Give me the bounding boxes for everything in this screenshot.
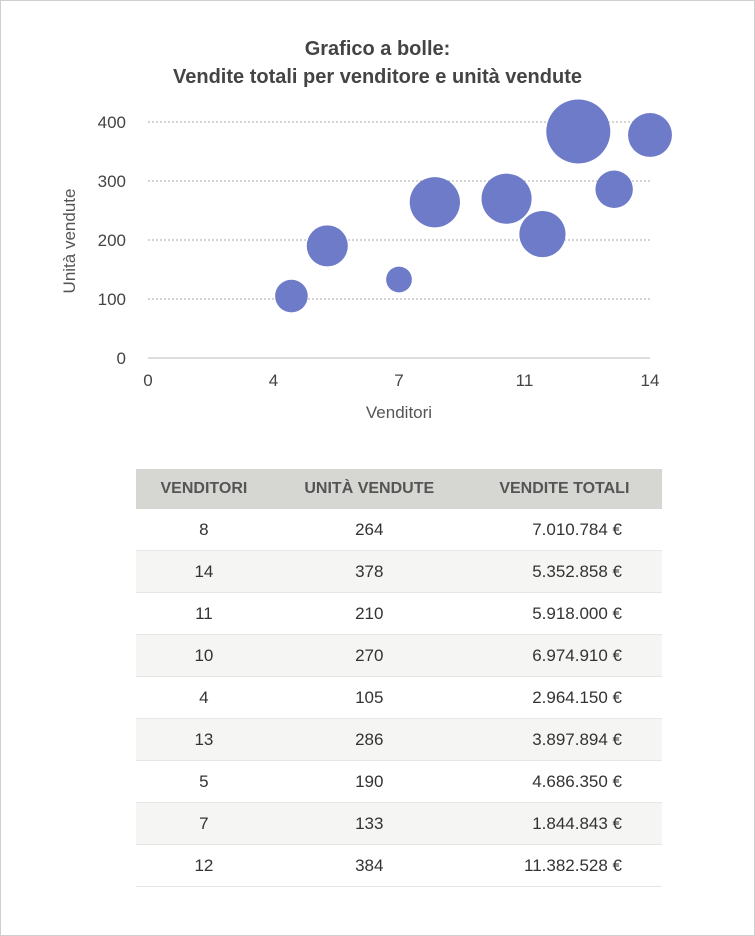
y-tick-label: 100 <box>98 290 126 309</box>
cell-unita-vendute: 190 <box>271 760 467 803</box>
header-unita-vendute: UNITÀ VENDUTE <box>271 469 467 509</box>
cell-vendite-totali: 5.352.858 € <box>466 550 662 593</box>
cell-vendite-totali: 7.010.784 € <box>466 509 662 551</box>
cell-unita-vendute: 133 <box>271 802 467 845</box>
bubble <box>386 266 412 293</box>
cell-vendite-totali: 5.918.000 € <box>466 592 662 635</box>
bubble <box>519 211 566 258</box>
chart-title-line-1: Grafico a bolle: <box>304 38 451 60</box>
table-row: 5 190 4.686.350 € <box>136 760 662 803</box>
y-tick-label: 400 <box>98 113 126 132</box>
table-row: 4 105 2.964.150 € <box>136 676 662 719</box>
bubble-chart: 0 100 200 300 400 0 4 7 11 14 Venditori Unità vendu… <box>60 99 672 422</box>
cell-venditori: 11 <box>136 592 272 635</box>
table-row: 7 133 1.844.843 € <box>136 802 662 845</box>
x-tick-label: 0 <box>143 371 152 390</box>
table-row: 14 378 5.352.858 € <box>136 550 662 593</box>
bubble <box>546 99 611 164</box>
data-table: VENDITORI UNITÀ VENDUTE VENDITE TOTALI 8… <box>136 469 662 887</box>
y-axis-label: Unità vendute <box>60 189 79 294</box>
table-row: 8 264 7.010.784 € <box>136 509 662 551</box>
chart-title-line-2: Vendite totali per venditore e unità ven… <box>173 66 582 88</box>
x-tick-label: 4 <box>269 371 278 390</box>
table-row: 13 286 3.897.894 € <box>136 718 662 761</box>
bubble <box>595 170 633 208</box>
bubble <box>409 177 460 228</box>
x-tick-label: 7 <box>394 371 403 390</box>
cell-unita-vendute: 378 <box>271 550 467 593</box>
cell-vendite-totali: 1.844.843 € <box>466 802 662 845</box>
table-row: 12 384 11.382.528 € <box>136 844 662 887</box>
cell-venditori: 10 <box>136 634 272 677</box>
bubble <box>481 173 532 224</box>
y-tick-label: 0 <box>117 349 126 368</box>
cell-unita-vendute: 270 <box>271 634 467 677</box>
chart-title: Grafico a bolle: Vendite totali per vend… <box>1 35 754 91</box>
header-venditori: VENDITORI <box>136 469 272 509</box>
cell-vendite-totali: 6.974.910 € <box>466 634 662 677</box>
x-axis-label: Venditori <box>366 403 432 422</box>
table-row: 10 270 6.974.910 € <box>136 634 662 677</box>
cell-venditori: 12 <box>136 844 272 887</box>
cell-venditori: 14 <box>136 550 272 593</box>
cell-venditori: 7 <box>136 802 272 845</box>
x-tick-label: 14 <box>641 371 660 390</box>
cell-venditori: 5 <box>136 760 272 803</box>
y-tick-label: 200 <box>98 231 126 250</box>
cell-vendite-totali: 2.964.150 € <box>466 676 662 719</box>
bubble <box>275 279 308 313</box>
cell-unita-vendute: 286 <box>271 718 467 761</box>
cell-venditori: 4 <box>136 676 272 719</box>
cell-vendite-totali: 3.897.894 € <box>466 718 662 761</box>
cell-venditori: 13 <box>136 718 272 761</box>
cell-unita-vendute: 105 <box>271 676 467 719</box>
table-header-row: VENDITORI UNITÀ VENDUTE VENDITE TOTALI <box>136 469 662 509</box>
cell-unita-vendute: 384 <box>271 844 467 887</box>
bubble <box>306 225 348 267</box>
bubble <box>628 113 672 157</box>
cell-vendite-totali: 4.686.350 € <box>466 760 662 803</box>
cell-unita-vendute: 264 <box>271 509 467 551</box>
cell-venditori: 8 <box>136 509 272 551</box>
x-tick-label: 11 <box>516 371 534 390</box>
table-row: 11 210 5.918.000 € <box>136 592 662 635</box>
cell-vendite-totali: 11.382.528 € <box>466 844 662 887</box>
header-vendite-totali: VENDITE TOTALI <box>466 469 662 509</box>
y-tick-label: 300 <box>98 172 126 191</box>
cell-unita-vendute: 210 <box>271 592 467 635</box>
